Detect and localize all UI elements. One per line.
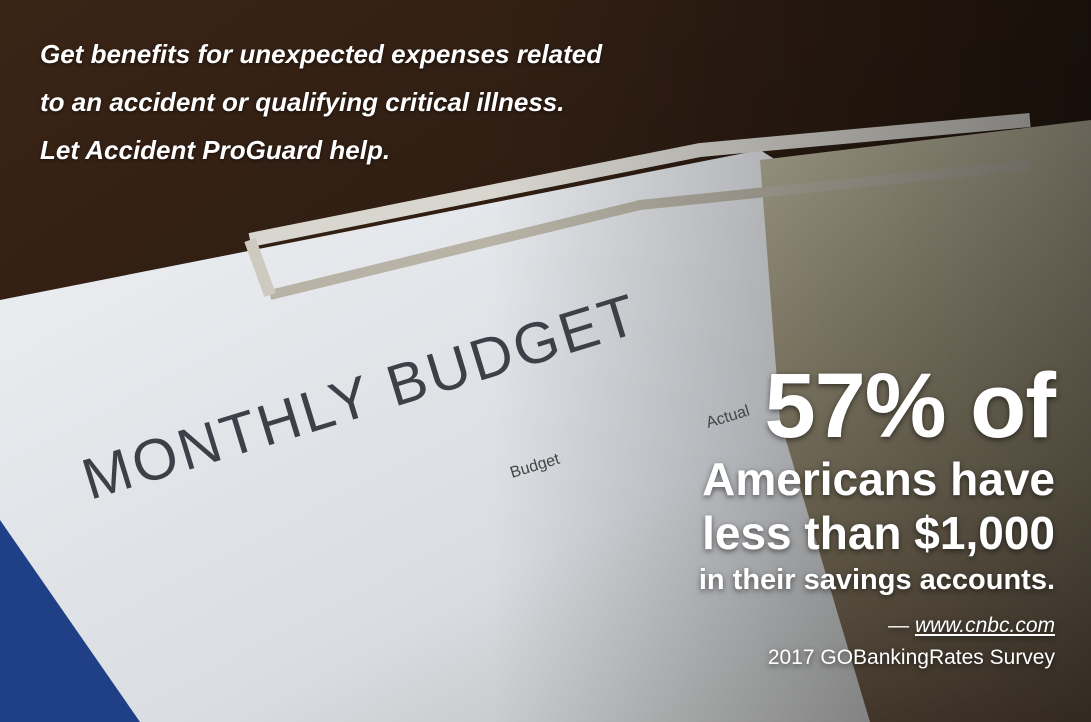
source-link[interactable]: www.cnbc.com: [914, 614, 1055, 637]
intro-text: Get benefits for unexpected expenses rel…: [40, 30, 602, 174]
intro-line: Let Accident ProGuard help.: [40, 135, 391, 165]
source-dash: —: [888, 614, 910, 637]
intro-line: to an accident or qualifying critical il…: [40, 87, 565, 117]
statistic: 57% of Americans have less than $1,000 i…: [698, 355, 1056, 674]
source: — www.cnbc.com 2017 GOBankingRates Surve…: [699, 610, 1055, 674]
intro-line: Get benefits for unexpected expenses rel…: [40, 39, 603, 69]
stat-line: in their savings accounts.: [698, 564, 1055, 596]
stat-line: Americans have: [702, 453, 1055, 505]
source-survey: 2017 GOBankingRates Survey: [767, 646, 1055, 669]
stat-headline: 57% of: [764, 355, 1056, 457]
stat-line: less than $1,000: [702, 507, 1055, 559]
source-line: — www.cnbc.com: [699, 610, 1055, 642]
